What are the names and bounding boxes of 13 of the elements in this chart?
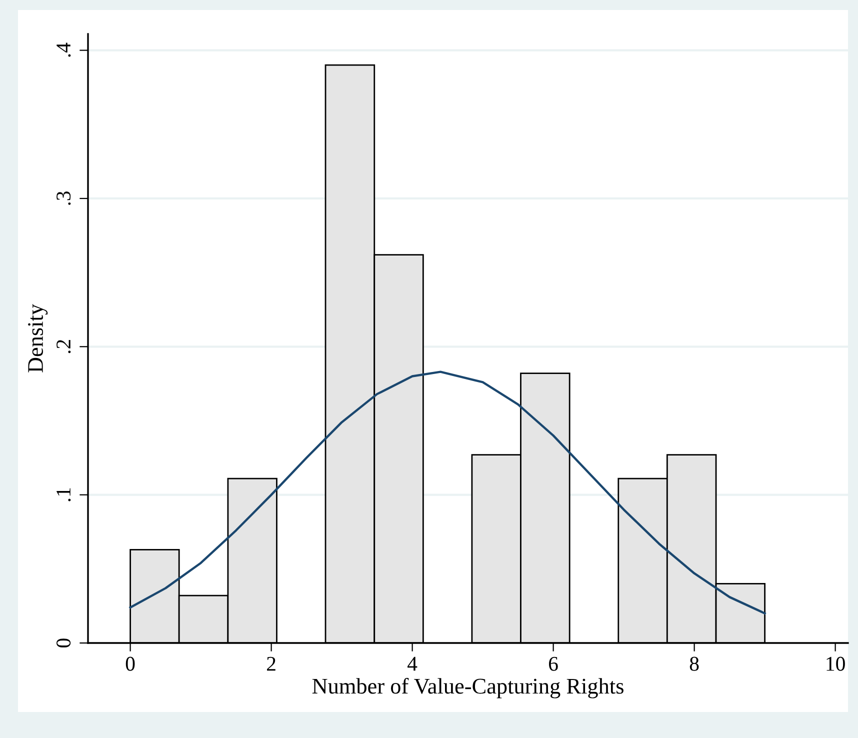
y-tick-label: .4	[56, 42, 71, 57]
y-tick-label: .2	[56, 340, 71, 354]
x-axis-title: Number of Value-Capturing Rights	[312, 678, 624, 698]
x-tick-label: 8	[690, 656, 699, 671]
x-tick-label: 6	[548, 656, 558, 671]
x-tick-label: 4	[408, 656, 418, 671]
y-tick-label: 0	[56, 638, 71, 648]
y-axis-title: Density	[28, 304, 48, 372]
x-tick-label: 10	[826, 656, 845, 671]
x-tick-label: 2	[267, 656, 276, 671]
y-tick-label: .3	[56, 191, 71, 205]
y-tick-label: .1	[56, 488, 71, 502]
x-tick-label: 0	[126, 656, 135, 671]
